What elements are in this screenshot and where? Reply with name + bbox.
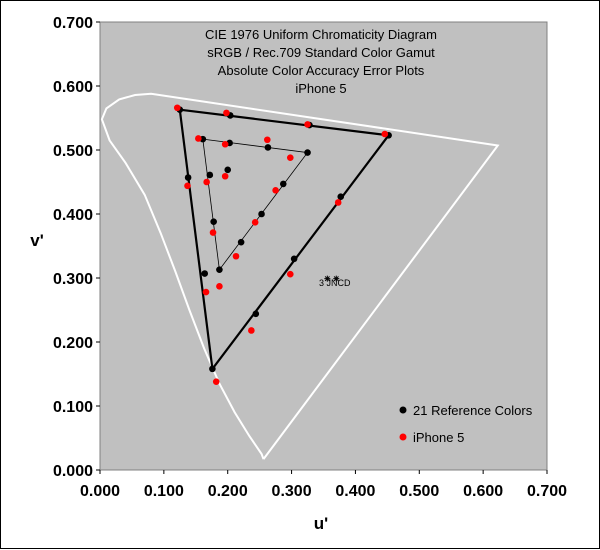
gamut-layer xyxy=(100,92,500,460)
spectral-locus xyxy=(100,92,500,460)
reference-point xyxy=(237,238,245,246)
iphone-point xyxy=(272,187,279,194)
jncd-marker xyxy=(324,275,331,282)
iphone-point xyxy=(232,252,240,260)
legend-label-reference: 21 Reference Colors xyxy=(413,403,533,418)
iphone-point xyxy=(184,182,191,190)
x-tick-label: 0.500 xyxy=(399,483,439,500)
y-tick-label: 0.500 xyxy=(53,143,93,160)
reference-point xyxy=(216,266,223,273)
legend: 21 Reference Colors iPhone 5 xyxy=(399,403,533,445)
reference-point xyxy=(290,255,298,263)
points-layer xyxy=(173,104,392,385)
iphone-point xyxy=(248,327,255,334)
jncd-label: 3 JNCD xyxy=(319,278,351,288)
iphone-point xyxy=(286,270,294,278)
iphone-point xyxy=(304,121,311,128)
legend-marker-reference xyxy=(399,406,407,414)
iphone-point xyxy=(381,130,389,138)
iphone-point xyxy=(223,109,230,117)
y-tick-label: 0.700 xyxy=(53,15,93,32)
reference-point xyxy=(206,171,214,179)
reference-point xyxy=(201,270,209,277)
x-tick-label: 0.000 xyxy=(80,483,120,500)
jncd-marker xyxy=(333,275,340,282)
reference-point xyxy=(184,174,192,181)
y-axis-label: v' xyxy=(30,231,44,250)
reference-point xyxy=(337,193,345,201)
reference-point xyxy=(210,218,217,225)
title-line: Absolute Color Accuracy Error Plots xyxy=(218,63,425,78)
iphone-point xyxy=(251,219,259,226)
y-tick-label: 0.000 xyxy=(53,463,93,480)
jncd-annotation: 3 JNCD xyxy=(319,275,351,288)
reference-point xyxy=(279,180,287,188)
reference-point xyxy=(258,210,265,218)
y-tick-label: 0.600 xyxy=(53,79,93,96)
y-tick-label: 0.400 xyxy=(53,207,93,224)
reference-point xyxy=(264,144,272,151)
legend-label-iphone: iPhone 5 xyxy=(413,430,464,445)
iphone-point xyxy=(212,378,220,385)
reference-point xyxy=(209,365,216,373)
reference-point xyxy=(224,166,232,174)
iphone-point xyxy=(286,154,294,161)
gamut-triangle-inner xyxy=(202,138,309,271)
x-tick-label: 0.700 xyxy=(527,483,567,500)
x-axis-label: u' xyxy=(314,514,328,533)
legend-marker-iphone xyxy=(399,433,407,441)
x-tick-label: 0.100 xyxy=(144,483,184,500)
iphone-point xyxy=(195,135,202,142)
iphone-point xyxy=(221,172,229,180)
gamut-triangle-outer xyxy=(178,108,391,372)
y-axis-ticks: 0.000 0.100 0.200 0.300 0.400 0.500 0.600 0.700 xyxy=(53,15,100,480)
iphone-point xyxy=(221,140,229,148)
title-line: CIE 1976 Uniform Chromaticity Diagram xyxy=(205,27,437,42)
iphone-point xyxy=(334,199,342,206)
iphone-point xyxy=(173,104,181,112)
title-line: iPhone 5 xyxy=(295,81,346,96)
x-tick-label: 0.400 xyxy=(335,483,375,500)
iphone-point xyxy=(203,178,210,186)
y-tick-label: 0.300 xyxy=(53,271,93,288)
x-axis-ticks: 0.000 0.100 0.200 0.300 0.400 0.500 0.600 0.700 xyxy=(80,470,567,500)
iphone-point xyxy=(209,229,217,236)
x-tick-label: 0.600 xyxy=(463,483,503,500)
x-tick-label: 0.200 xyxy=(208,483,248,500)
y-tick-label: 0.200 xyxy=(53,335,93,352)
y-tick-label: 0.100 xyxy=(53,399,93,416)
title-line: sRGB / Rec.709 Standard Color Gamut xyxy=(207,45,435,60)
x-tick-label: 0.300 xyxy=(272,483,312,500)
iphone-point xyxy=(202,288,210,296)
iphone-point xyxy=(216,283,223,290)
reference-point xyxy=(304,149,311,156)
chart-title: CIE 1976 Uniform Chromaticity Diagram sR… xyxy=(205,27,437,96)
reference-point xyxy=(252,310,260,318)
iphone-point xyxy=(264,136,271,144)
